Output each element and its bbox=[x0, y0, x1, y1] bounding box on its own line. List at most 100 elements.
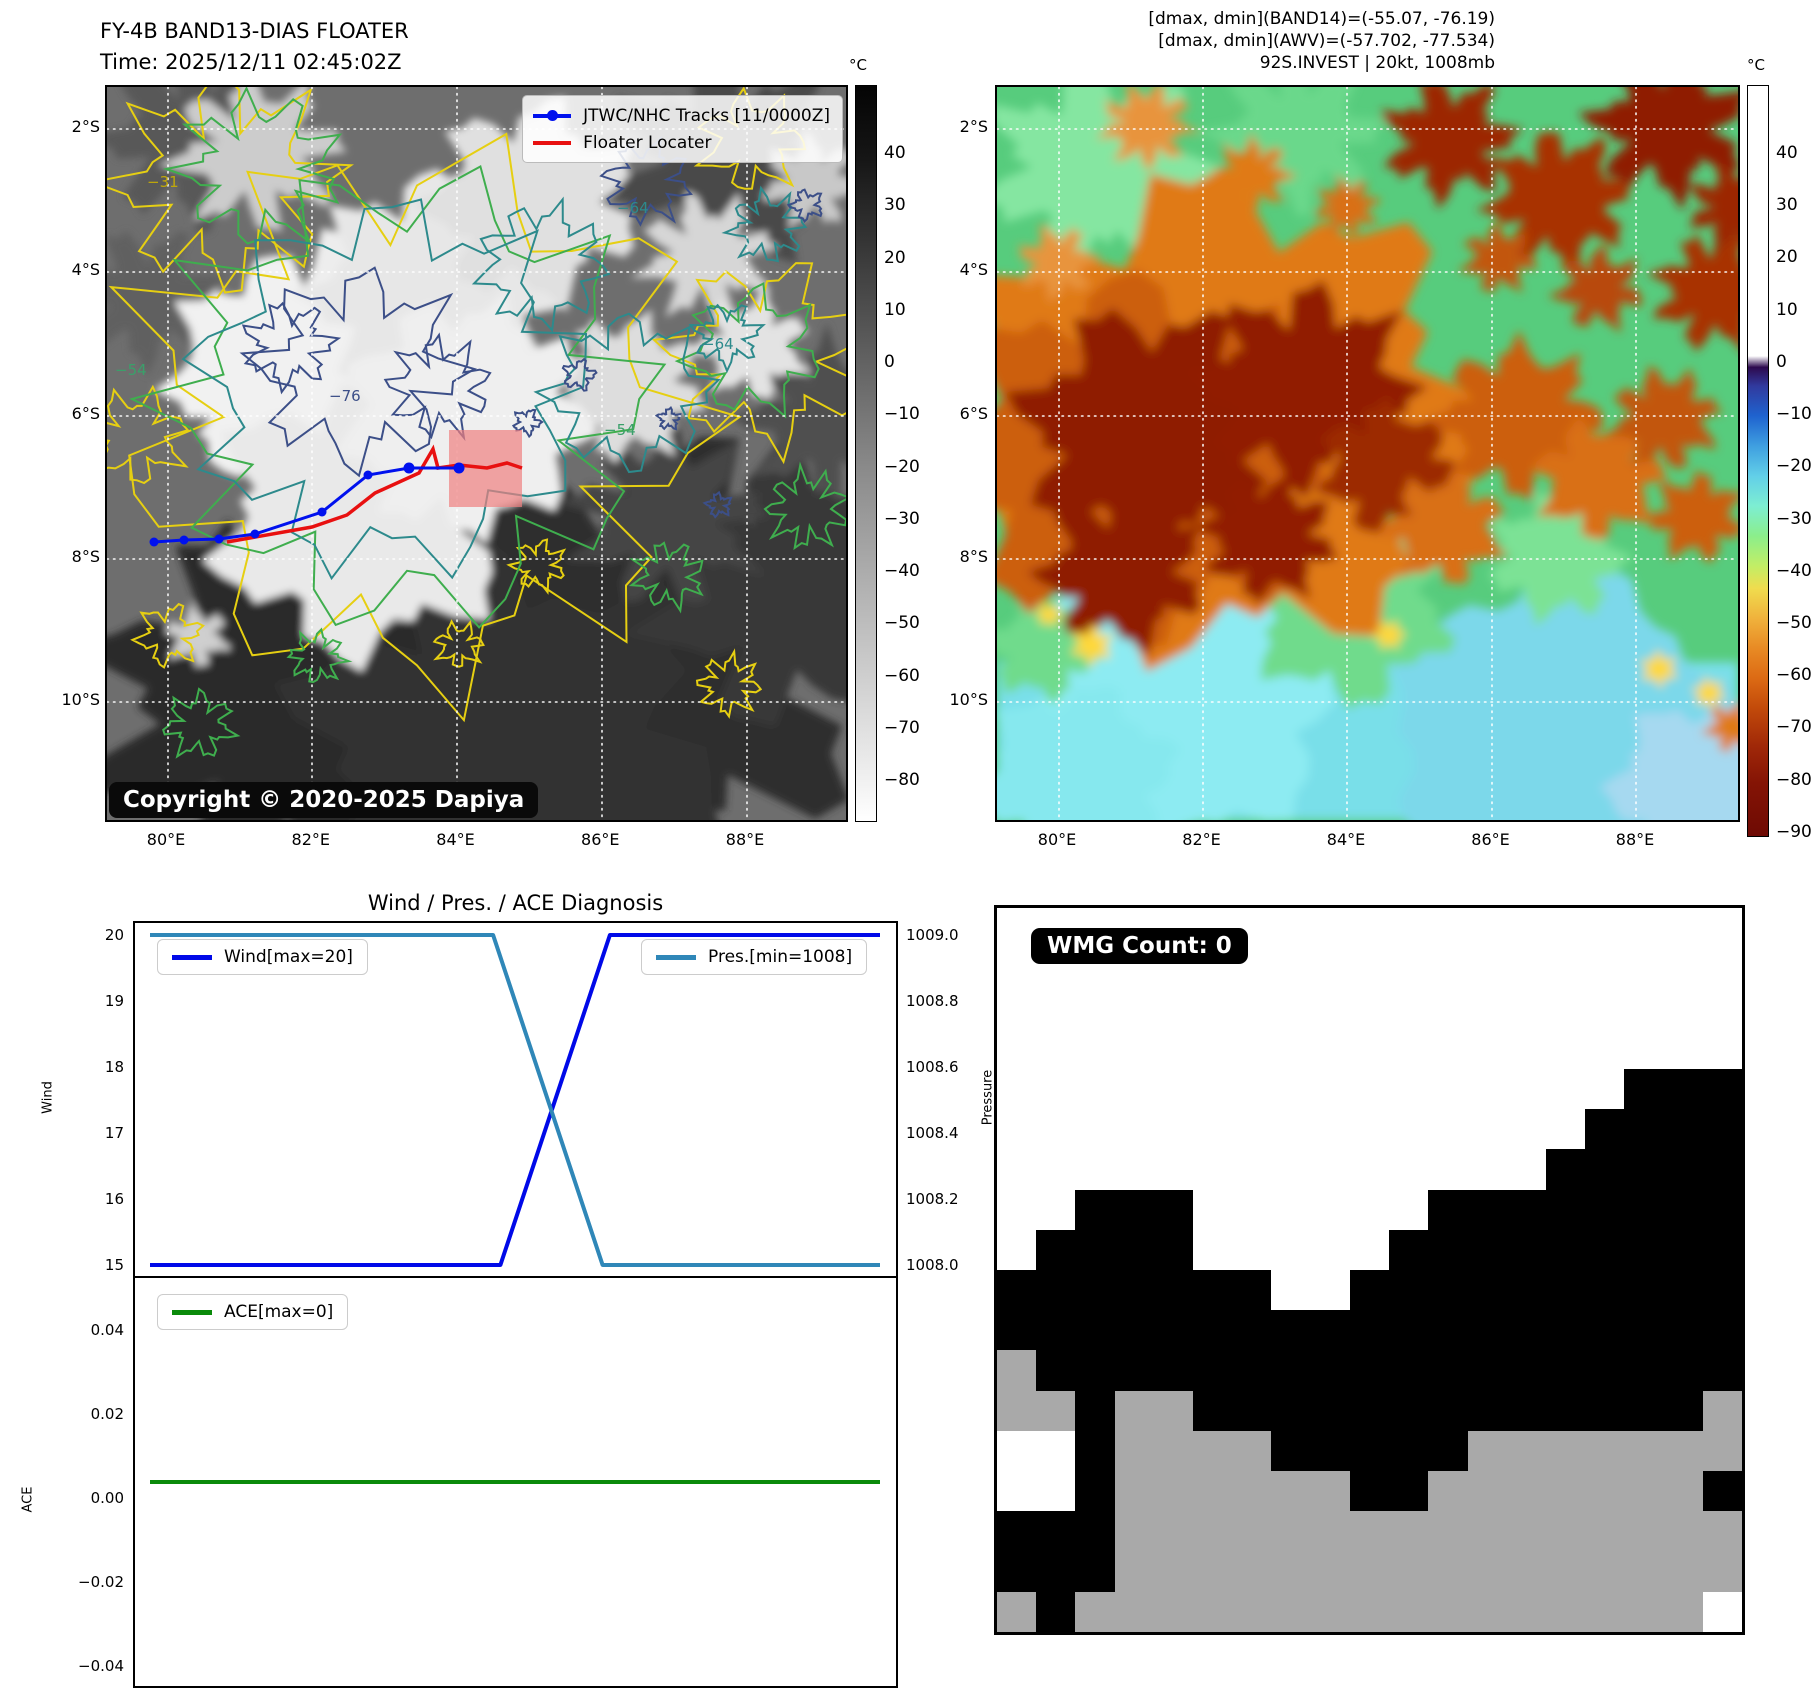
wmg-cell bbox=[1115, 1069, 1154, 1109]
wmg-cell bbox=[1350, 1431, 1389, 1471]
wind-legend: Wind[max=20] bbox=[157, 939, 368, 975]
wmg-cell bbox=[1624, 948, 1663, 988]
copyright-badge: Copyright © 2020-2025 Dapiya bbox=[109, 782, 538, 818]
wmg-cell bbox=[1350, 988, 1389, 1028]
wmg-cell bbox=[1585, 1029, 1624, 1069]
wmg-cell bbox=[1271, 908, 1310, 948]
lon-tick: 86°E bbox=[570, 830, 630, 852]
wmg-cell bbox=[1546, 1190, 1585, 1230]
pressure-tick: 1008.0 bbox=[906, 1255, 976, 1275]
wmg-cell bbox=[1546, 1270, 1585, 1310]
wmg-cell bbox=[1389, 908, 1428, 948]
wmg-cell bbox=[1075, 1190, 1114, 1230]
wmg-cell bbox=[1154, 1190, 1193, 1230]
wmg-cell bbox=[1193, 1149, 1232, 1189]
wmg-cell bbox=[1468, 1350, 1507, 1390]
wmg-cell bbox=[1389, 1431, 1428, 1471]
colorbar-tick: 30 bbox=[1776, 195, 1813, 215]
wmg-cell bbox=[1507, 1431, 1546, 1471]
wmg-cell bbox=[1664, 1471, 1703, 1511]
lat-tick: 4°S bbox=[22, 260, 100, 280]
wmg-cell bbox=[997, 1592, 1036, 1632]
track-line-icon bbox=[533, 114, 571, 118]
wmg-cell bbox=[1624, 1270, 1663, 1310]
wmg-cell bbox=[1311, 988, 1350, 1028]
wmg-cell bbox=[1193, 1350, 1232, 1390]
wmg-cell bbox=[1036, 988, 1075, 1028]
wmg-cell bbox=[1585, 1350, 1624, 1390]
wmg-cell bbox=[1075, 1310, 1114, 1350]
ace-tick: 0.00 bbox=[52, 1488, 124, 1508]
colorbar-tick: −40 bbox=[1776, 561, 1813, 581]
awv-difference-image bbox=[997, 87, 1738, 820]
wmg-cell bbox=[1311, 1592, 1350, 1632]
wmg-cell bbox=[1311, 1190, 1350, 1230]
wmg-cell bbox=[1350, 1592, 1389, 1632]
wmg-cell bbox=[1271, 1511, 1310, 1551]
wmg-cell bbox=[1350, 908, 1389, 948]
lat-tick: 8°S bbox=[22, 547, 100, 567]
colorbar-tick: −70 bbox=[884, 718, 944, 738]
wmg-cell bbox=[1075, 988, 1114, 1028]
lon-tick: 84°E bbox=[426, 830, 486, 852]
diagnosis-title: Wind / Pres. / ACE Diagnosis bbox=[133, 891, 898, 915]
wmg-cell bbox=[1546, 1149, 1585, 1189]
wmg-cell bbox=[1115, 1350, 1154, 1390]
wmg-cell bbox=[997, 1431, 1036, 1471]
wmg-cell bbox=[1193, 1190, 1232, 1230]
wmg-cell bbox=[1075, 1350, 1114, 1390]
wmg-mask-panel: WMG Count: 0 bbox=[994, 905, 1745, 1635]
wmg-cell bbox=[1350, 1270, 1389, 1310]
wmg-cell bbox=[1115, 1511, 1154, 1551]
wmg-cell bbox=[1624, 1109, 1663, 1149]
wmg-cell bbox=[1350, 948, 1389, 988]
legend-item-floater: Floater Locater bbox=[533, 129, 830, 156]
wmg-cell bbox=[1703, 1471, 1742, 1511]
wmg-cell bbox=[1036, 1511, 1075, 1551]
wmg-cell bbox=[1703, 1592, 1742, 1632]
wmg-cell bbox=[997, 1310, 1036, 1350]
wmg-cell bbox=[1154, 1230, 1193, 1270]
wmg-cell bbox=[1154, 988, 1193, 1028]
timestamp: Time: 2025/12/11 02:45:02Z bbox=[100, 47, 409, 78]
wmg-cell bbox=[1350, 1471, 1389, 1511]
pressure-tick: 1008.6 bbox=[906, 1057, 976, 1077]
wmg-cell bbox=[1036, 1029, 1075, 1069]
right-colorbar-unit: °C bbox=[1747, 56, 1765, 74]
wmg-cell bbox=[1428, 1230, 1467, 1270]
wmg-cell bbox=[1624, 988, 1663, 1028]
wmg-cell bbox=[1507, 1270, 1546, 1310]
wmg-cell bbox=[1036, 1592, 1075, 1632]
ace-chart: ACE[max=0] bbox=[133, 1276, 898, 1688]
lon-tick: 80°E bbox=[1027, 830, 1087, 852]
colorbar-tick: −80 bbox=[884, 770, 944, 790]
wmg-cell bbox=[1546, 1029, 1585, 1069]
wmg-cell bbox=[1664, 1511, 1703, 1551]
wmg-cell bbox=[1232, 1471, 1271, 1511]
wmg-cell bbox=[1546, 1431, 1585, 1471]
wmg-cell bbox=[1389, 1230, 1428, 1270]
wmg-cell bbox=[1115, 1190, 1154, 1230]
wmg-cell bbox=[1232, 988, 1271, 1028]
wmg-cell bbox=[1115, 1029, 1154, 1069]
wmg-cell bbox=[1389, 1391, 1428, 1431]
wmg-cell bbox=[1507, 1391, 1546, 1431]
wmg-cell bbox=[1350, 1230, 1389, 1270]
wmg-cell bbox=[1585, 1471, 1624, 1511]
wmg-cell bbox=[1232, 1310, 1271, 1350]
wmg-cell bbox=[1232, 1230, 1271, 1270]
wmg-cell bbox=[1624, 1029, 1663, 1069]
dmax-dmin-awv: [dmax, dmin](AWV)=(-57.702, -77.534) bbox=[995, 30, 1495, 52]
lat-tick: 2°S bbox=[22, 117, 100, 137]
wind-pressure-chart: Wind[max=20] Pres.[min=1008] bbox=[133, 921, 898, 1278]
wmg-cell bbox=[1624, 1552, 1663, 1592]
colorbar-tick: −90 bbox=[1776, 822, 1813, 842]
wmg-cell bbox=[1468, 988, 1507, 1028]
left-panel-title-block: FY-4B BAND13-DIAS FLOATER Time: 2025/12/… bbox=[100, 16, 409, 78]
lon-tick: 84°E bbox=[1316, 830, 1376, 852]
wmg-cell bbox=[1389, 948, 1428, 988]
dmax-dmin-band14: [dmax, dmin](BAND14)=(-55.07, -76.19) bbox=[995, 8, 1495, 30]
wmg-cell bbox=[1193, 1552, 1232, 1592]
lat-tick: 6°S bbox=[22, 404, 100, 424]
wmg-cell bbox=[1624, 1431, 1663, 1471]
